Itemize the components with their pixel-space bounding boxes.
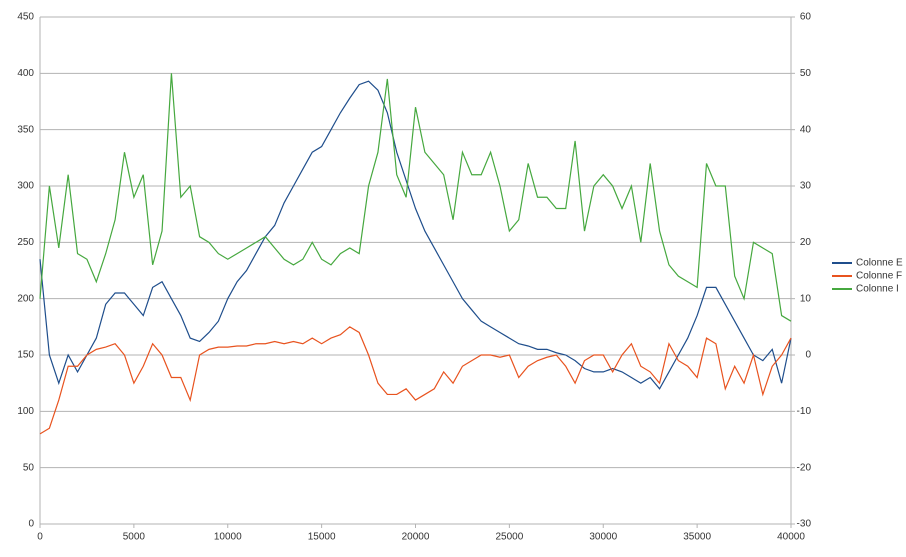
x-tick-label: 25000 <box>495 532 523 543</box>
legend-label: Colonne F <box>856 271 902 282</box>
x-tick-label: 35000 <box>683 532 711 543</box>
series-line <box>39 73 792 322</box>
y2-tick-label: -20 <box>797 462 812 473</box>
y2-tick-label: 0 <box>805 350 811 361</box>
y-tick-label: 200 <box>17 293 34 304</box>
x-tick-label: 20000 <box>402 532 430 543</box>
y2-tick-label: 50 <box>800 68 812 79</box>
x-tick-label: 30000 <box>589 532 617 543</box>
series-line <box>39 80 792 390</box>
y2-tick-label: 60 <box>800 12 812 23</box>
x-tick-label: 15000 <box>308 532 336 543</box>
x-tick-label: 5000 <box>123 532 146 543</box>
x-tick-label: 0 <box>37 532 43 543</box>
x-tick-label: 10000 <box>214 532 242 543</box>
y2-tick-label: 40 <box>800 124 812 135</box>
y-tick-label: 150 <box>17 350 34 361</box>
y-tick-label: 400 <box>17 68 34 79</box>
y-tick-label: 100 <box>17 406 34 417</box>
y-tick-label: 450 <box>17 12 34 23</box>
y2-tick-label: -10 <box>797 406 812 417</box>
x-tick-label: 40000 <box>777 532 805 543</box>
y2-tick-label: 10 <box>800 293 812 304</box>
y-tick-label: 250 <box>17 237 34 248</box>
y2-tick-label: -30 <box>797 519 812 530</box>
y2-tick-label: 20 <box>800 237 812 248</box>
series-line <box>39 326 792 435</box>
legend-label: Colonne E <box>856 258 903 269</box>
y-tick-label: 350 <box>17 124 34 135</box>
legend-label: Colonne I <box>856 284 899 295</box>
y2-tick-label: 30 <box>800 181 812 192</box>
y-tick-label: 50 <box>23 462 35 473</box>
y-tick-label: 0 <box>28 519 34 530</box>
y-tick-label: 300 <box>17 181 34 192</box>
